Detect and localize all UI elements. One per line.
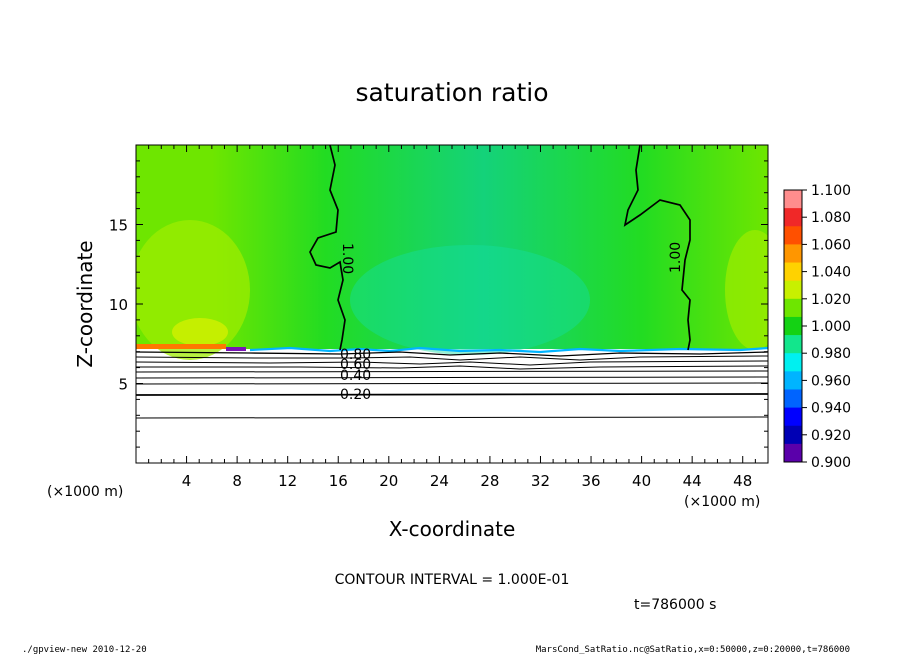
x-axis-title: X-coordinate — [389, 517, 516, 541]
x-tick-label: 4 — [182, 472, 192, 490]
x-tick-label: 8 — [232, 472, 242, 490]
orange-boundary-band — [136, 344, 226, 349]
colorbar-cell — [784, 335, 802, 354]
colorbar-label: 1.060 — [811, 237, 851, 253]
contour-label-0.40: 0.40 — [340, 368, 371, 384]
colorbar-cell — [784, 389, 802, 409]
colorbar-label: 0.920 — [811, 428, 851, 444]
x-axis-unit: (×1000 m) — [684, 494, 760, 510]
magenta-boundary-band — [226, 347, 246, 351]
colorbar-cell — [784, 371, 802, 390]
plot-area — [136, 145, 768, 463]
cloud-top-edge — [249, 346, 768, 354]
colorbar-cell — [784, 407, 802, 427]
x-tick-label: 16 — [329, 472, 348, 490]
contour-interval-note: CONTOUR INTERVAL = 1.000E-01 — [335, 572, 570, 588]
chart-title: saturation ratio — [355, 78, 548, 107]
colorbar-label: 1.020 — [811, 292, 851, 308]
light-green-patch-right — [725, 230, 768, 350]
contour-line-1-right — [623, 145, 691, 351]
contour-label-0.80: 0.80 — [340, 347, 371, 363]
colorbar-label: 0.960 — [811, 373, 851, 389]
contour-label-1-left: 1.00 — [339, 243, 355, 274]
x-tick-label: 44 — [683, 472, 702, 490]
x-tick-label: 40 — [632, 472, 651, 490]
x-tick-label: 24 — [430, 472, 449, 490]
y-axis: 5 10 15 — [109, 160, 768, 448]
contour-label-0.20: 0.20 — [340, 387, 371, 403]
colorbar-cell — [784, 190, 802, 209]
x-tick-label: 20 — [379, 472, 398, 490]
colorbar-label: 0.980 — [811, 346, 851, 362]
colorbar-cell — [784, 425, 802, 445]
colorbar-cell — [784, 244, 802, 264]
yellow-patch-left — [172, 318, 228, 346]
lower-contours — [136, 351, 768, 419]
colorbar: 1.100 1.080 1.060 1.040 1.020 1.000 0.980 0.960… — [783, 183, 851, 471]
colorbar-cell — [784, 226, 802, 245]
colorbar-cell — [784, 262, 802, 282]
colorbar-cell — [784, 208, 802, 227]
colorbar-cell — [784, 298, 802, 318]
contour-label-0.60: 0.60 — [340, 357, 371, 373]
x-tick-label: 32 — [531, 472, 550, 490]
colorbar-cell — [784, 316, 802, 336]
time-note: t=786000 s — [634, 597, 716, 613]
y-axis-unit: (×1000 m) — [47, 484, 123, 500]
x-tick-label: 28 — [480, 472, 499, 490]
cyan-patch-center — [350, 245, 590, 355]
footer-left: ./gpview-new 2010-12-20 — [22, 645, 147, 654]
colorbar-label: 0.900 — [811, 455, 851, 471]
colorbar-label: 1.000 — [811, 319, 851, 335]
x-tick-label: 12 — [278, 472, 297, 490]
y-tick-label: 10 — [109, 296, 128, 314]
contour-line-1-left — [309, 145, 346, 351]
contour-label-1-right: 1.00 — [668, 242, 684, 273]
colorbar-cell — [784, 280, 802, 300]
colorbar-cell — [784, 353, 802, 372]
colorbar-label: 1.040 — [811, 265, 851, 281]
colorbar-label: 1.100 — [811, 183, 851, 199]
y-tick-label: 5 — [118, 376, 128, 394]
x-tick-label: 48 — [733, 472, 752, 490]
colorbar-label: 0.940 — [811, 401, 851, 417]
x-axis: 4 8 12 16 20 24 28 32 36 40 44 48 — [148, 145, 756, 490]
footer-right: MarsCond_SatRatio.nc@SatRatio,x=0:50000,… — [536, 645, 850, 654]
colorbar-cell — [784, 443, 802, 463]
y-axis-title: Z-coordinate — [73, 240, 97, 367]
x-tick-label: 36 — [581, 472, 600, 490]
colorbar-label: 1.080 — [811, 210, 851, 226]
y-tick-label: 15 — [109, 217, 128, 235]
